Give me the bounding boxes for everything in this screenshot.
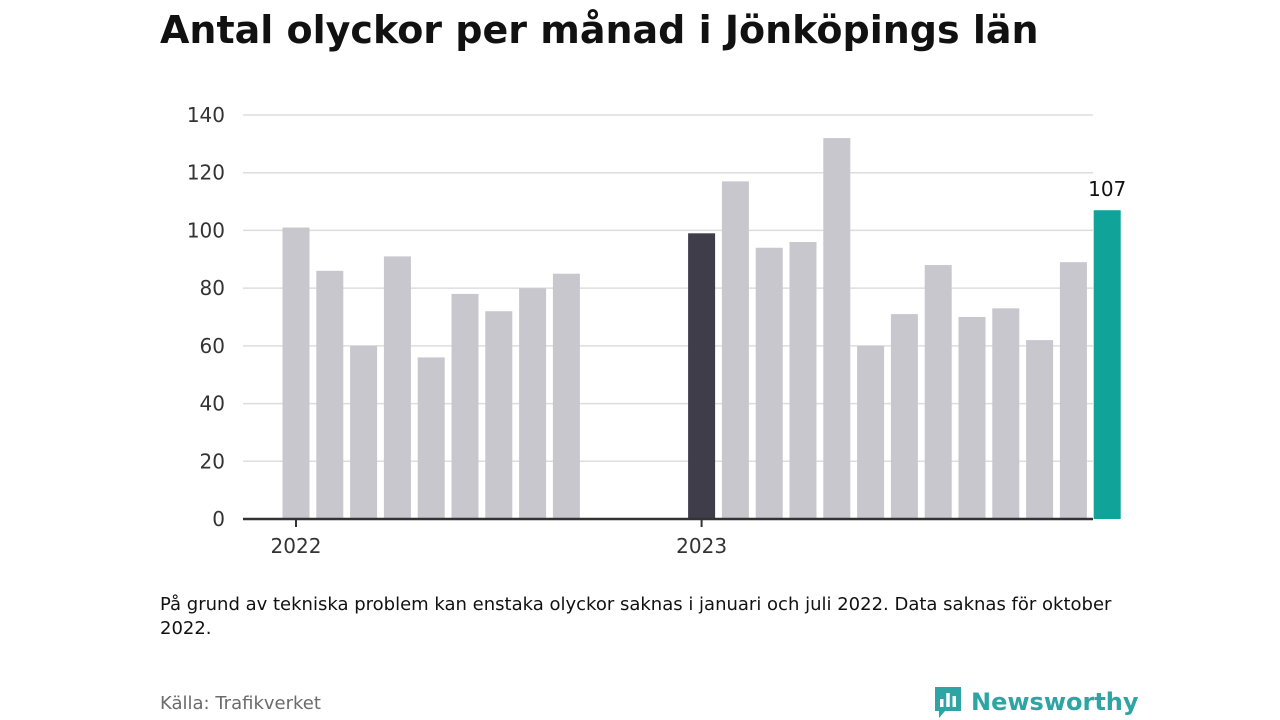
bar-2023-11 (1026, 340, 1054, 519)
bar-2022-04 (383, 256, 411, 519)
bar-2023-10 (992, 308, 1020, 519)
y-tick-label: 140 (187, 103, 225, 127)
bar-2023-02 (721, 181, 749, 519)
bar-2023-08 (924, 265, 952, 519)
badge-bar-1 (940, 699, 944, 707)
x-tick-label: 2022 (271, 534, 322, 558)
brand-logo[interactable]: Newsworthy (933, 684, 1139, 720)
y-tick-label: 80 (200, 276, 225, 300)
bar-2023-09 (958, 317, 986, 519)
bar-2022-01 (282, 227, 310, 520)
bar-2022-05 (417, 357, 445, 519)
bar-2023-04 (789, 241, 817, 519)
bar-2022-06 (451, 293, 479, 519)
y-tick-label: 60 (200, 334, 225, 358)
bar-2022-07 (485, 311, 513, 519)
y-tick-label: 40 (200, 392, 225, 416)
bar-2023-12 (1059, 262, 1087, 519)
bar-2022-09 (552, 273, 580, 519)
bar-2022-02 (316, 270, 344, 519)
y-tick-label: 0 (212, 507, 225, 531)
bar-2024-01 (1093, 210, 1121, 519)
bar-2023-03 (755, 247, 783, 519)
bar-2022-03 (350, 345, 378, 519)
source-text: Källa: Trafikverket (160, 693, 321, 714)
bar-2023-07 (890, 314, 918, 519)
y-tick-label: 120 (187, 161, 225, 185)
y-tick-label: 100 (187, 218, 225, 242)
y-tick-label: 20 (200, 449, 225, 473)
bar-2023-05 (823, 138, 851, 520)
bar-chart-badge-icon (935, 687, 961, 718)
bar-chart: 0 20 40 60 80 100 120 140 107 2022 2023 (187, 103, 1126, 558)
x-tick-label: 2023 (676, 534, 727, 558)
data-label: 107 (1088, 177, 1126, 201)
bar-2023-06 (857, 345, 885, 519)
bar-2022-08 (519, 288, 547, 519)
chart-title: Antal olyckor per månad i Jönköpings län (160, 8, 1039, 52)
bar-2023-01 (688, 233, 716, 520)
footnote: På grund av tekniska problem kan enstaka… (160, 594, 1112, 639)
badge-bar-2 (946, 693, 950, 707)
badge-bar-3 (952, 696, 956, 707)
brand-name: Newsworthy (971, 688, 1139, 716)
